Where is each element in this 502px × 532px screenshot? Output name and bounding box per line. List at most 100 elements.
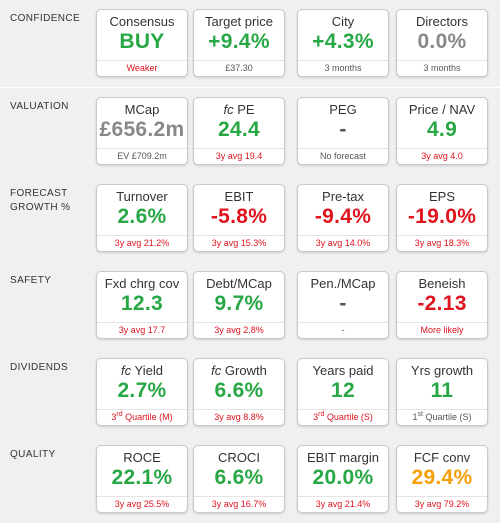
metric-card-beneish[interactable]: Beneish -2.13 More likely — [396, 271, 488, 339]
metric-subtext: - — [298, 322, 388, 338]
metric-card-roce[interactable]: ROCE 22.1% 3y avg 25.5% — [96, 445, 188, 513]
metric-subtext-text: 3 months — [423, 63, 461, 73]
metric-value: 11 — [430, 379, 454, 402]
metric-title: Turnover — [97, 189, 187, 204]
metric-subtext: EV £709.2m — [97, 148, 187, 164]
metric-subtext: More likely — [397, 322, 487, 338]
metric-card-pen-mcap[interactable]: Pen./MCap - - — [297, 271, 389, 339]
metric-subtext: 3y avg 25.5% — [97, 496, 187, 512]
ordinal-suffix: st — [417, 411, 423, 418]
metric-card-fc-pe[interactable]: fc PE 24.4 3y avg 19.4 — [193, 97, 285, 165]
metric-subtext-text: 3y avg 4.0 — [421, 151, 463, 161]
metric-card-croci[interactable]: CROCI 6.6% 3y avg 16.7% — [193, 445, 285, 513]
metric-card-price-nav[interactable]: Price / NAV 4.9 3y avg 4.0 — [396, 97, 488, 165]
metric-title-text: Yrs growth — [410, 363, 474, 378]
metric-subtext: 3y avg 16.7% — [194, 496, 284, 512]
metric-subtext-text: 3y avg 16.7% — [211, 499, 267, 509]
metric-title-text: Debt/MCap — [206, 276, 272, 291]
metric-card-debt-mcap[interactable]: Debt/MCap 9.7% 3y avg 2.8% — [193, 271, 285, 339]
metric-title-text: City — [331, 14, 355, 29]
metric-subtext: 3y avg 15.3% — [194, 235, 284, 251]
metric-subtext-text: 3y avg 14.0% — [315, 238, 371, 248]
metric-title: CROCI — [194, 450, 284, 465]
metric-subtext-text: 3y avg 2.8% — [214, 325, 264, 335]
metric-title: Fxd chrg cov — [97, 276, 187, 291]
metric-value: 12.3 — [120, 292, 164, 315]
metric-card-city[interactable]: City +4.3% 3 months — [297, 9, 389, 77]
metric-card-directors[interactable]: Directors 0.0% 3 months — [396, 9, 488, 77]
metric-value: -9.4% — [314, 205, 372, 228]
metric-title: Beneish — [397, 276, 487, 291]
metric-card-pre-tax[interactable]: Pre-tax -9.4% 3y avg 14.0% — [297, 184, 389, 252]
metric-card-years-paid[interactable]: Years paid 12 3rd Quartile (S) — [297, 358, 389, 426]
metric-subtext-text: 3y avg 8.8% — [214, 412, 264, 422]
metric-value: 22.1% — [111, 466, 173, 489]
metric-card-fcf-conv[interactable]: FCF conv 29.4% 3y avg 79.2% — [396, 445, 488, 513]
metric-subtext-text: £37.30 — [225, 63, 253, 73]
metric-subtext-text: 3y avg 17.7 — [118, 325, 166, 335]
ordinal-suffix: rd — [318, 411, 325, 418]
metric-card-consensus[interactable]: Consensus BUY Weaker — [96, 9, 188, 77]
section-safety: SAFETY Fxd chrg cov 12.3 3y avg 17.7 Debt/MC… — [0, 262, 500, 350]
metric-value: 20.0% — [312, 466, 374, 489]
metric-title: Price / NAV — [397, 102, 487, 117]
metric-subtext: 3rd Quartile (S) — [298, 409, 388, 425]
metric-subtext: 3y avg 8.8% — [194, 409, 284, 425]
metric-title: Directors — [397, 14, 487, 29]
metric-title: Pre-tax — [298, 189, 388, 204]
metric-title-text: Target price — [205, 14, 273, 29]
metric-card-mcap[interactable]: MCap £656.2m EV £709.2m — [96, 97, 188, 165]
metric-card-eps[interactable]: EPS -19.0% 3y avg 18.3% — [396, 184, 488, 252]
metric-value: 9.7% — [214, 292, 264, 315]
metric-value: 2.6% — [117, 205, 167, 228]
metric-title: Target price — [194, 14, 284, 29]
metric-subtext: 3y avg 18.3% — [397, 235, 487, 251]
metric-subtext-text: 3y avg 15.3% — [211, 238, 267, 248]
metric-subtext: 1st Quartile (S) — [397, 409, 487, 425]
metric-title: Pen./MCap — [298, 276, 388, 291]
metric-subtext-text: Quartile (S) — [324, 412, 373, 422]
metric-card-target-price[interactable]: Target price +9.4% £37.30 — [193, 9, 285, 77]
metric-card-turnover[interactable]: Turnover 2.6% 3y avg 21.2% — [96, 184, 188, 252]
metric-title-text: Price / NAV — [408, 102, 476, 117]
metric-title-prefix: fc — [223, 102, 234, 117]
metric-subtext: 3y avg 14.0% — [298, 235, 388, 251]
metric-subtext-text: Quartile (S) — [422, 412, 472, 422]
metric-card-fc-yield[interactable]: fc Yield 2.7% 3rd Quartile (M) — [96, 358, 188, 426]
metric-title-text: EBIT margin — [306, 450, 379, 465]
metric-title: ROCE — [97, 450, 187, 465]
metric-card-ebit[interactable]: EBIT -5.8% 3y avg 15.3% — [193, 184, 285, 252]
metric-title: City — [298, 14, 388, 29]
metric-title-text: EPS — [428, 189, 455, 204]
metric-title: FCF conv — [397, 450, 487, 465]
metric-value: -5.8% — [210, 205, 268, 228]
metric-card-yrs-growth[interactable]: Yrs growth 11 1st Quartile (S) — [396, 358, 488, 426]
metric-card-fc-growth[interactable]: fc Growth 6.6% 3y avg 8.8% — [193, 358, 285, 426]
metric-subtext-text: More likely — [420, 325, 464, 335]
metric-title-text: ROCE — [123, 450, 161, 465]
metric-subtext-text: No forecast — [319, 151, 367, 161]
metric-value: 0.0% — [417, 30, 467, 53]
quartile-number: 3 — [111, 412, 117, 422]
section-label: QUALITY — [10, 449, 56, 460]
section-label: VALUATION — [10, 101, 69, 112]
metric-value: +9.4% — [208, 30, 270, 53]
quartile-number: 3 — [313, 412, 319, 422]
metric-title: fc PE — [194, 102, 284, 117]
metric-title-text: EBIT — [224, 189, 254, 204]
metric-title: EBIT — [194, 189, 284, 204]
section-confidence: CONFIDENCE Consensus BUY Weaker Target price… — [0, 0, 500, 88]
metric-value: £656.2m — [99, 118, 185, 141]
metric-subtext-text: 3y avg 18.3% — [414, 238, 470, 248]
metric-value: -2.13 — [417, 292, 467, 315]
metric-card-fxd-chrg-cov[interactable]: Fxd chrg cov 12.3 3y avg 17.7 — [96, 271, 188, 339]
section-label: DIVIDENDS — [10, 362, 69, 373]
metric-subtext: No forecast — [298, 148, 388, 164]
metric-card-ebit-margin[interactable]: EBIT margin 20.0% 3y avg 21.4% — [297, 445, 389, 513]
section-dividends: DIVIDENDS fc Yield 2.7% 3rd Quartile (M) fc … — [0, 349, 500, 437]
metric-title: fc Yield — [97, 363, 187, 378]
metric-title-prefix: fc — [121, 363, 132, 378]
metric-card-peg[interactable]: PEG - No forecast — [297, 97, 389, 165]
metric-title-text: Yield — [131, 363, 163, 378]
metric-value: - — [339, 118, 347, 141]
